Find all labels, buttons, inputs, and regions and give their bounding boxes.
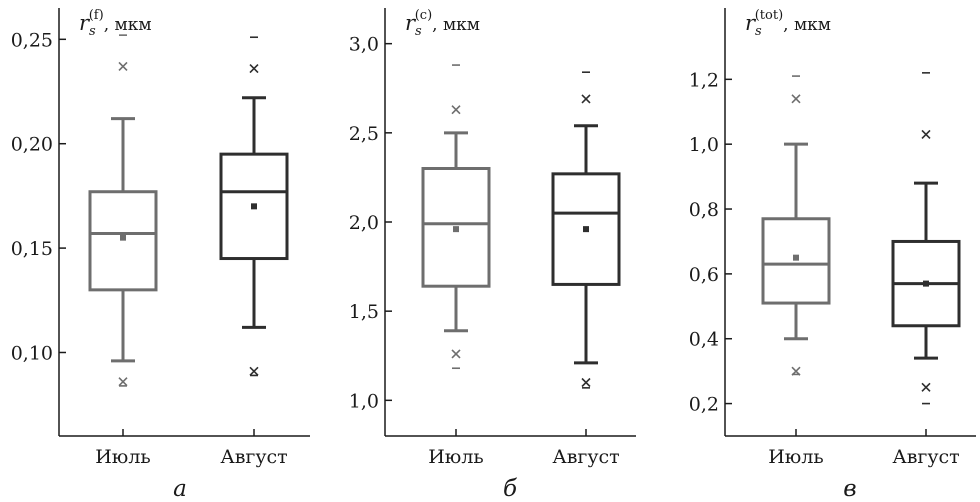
y-tick-label: 0,25 [11,29,53,51]
chart-panel-1: 0,10 0,15 0,20 0,25 Июль Август а rs(f), мкм [11,8,310,502]
y-tick-label: 1,2 [689,69,719,91]
panel-label: а [173,476,187,502]
box-mean-marker [120,234,126,241]
box-mean-marker [923,280,929,287]
x-tick-label: Июль [95,446,151,468]
panel-label: б [503,476,518,502]
x-tick-label: Июль [428,446,484,468]
outlier-marker [921,129,931,140]
box-iqr [761,217,831,305]
y-tick-label: 2,0 [349,212,379,234]
box-mean-marker [793,254,799,261]
chart-panel-2: 1,0 1,5 2,0 2,5 3,0 Июль Август б rs(c), мкм [349,8,636,502]
outlier-marker [118,377,128,387]
box-mean-marker [453,226,459,233]
y-tick-label: 1,5 [349,301,379,323]
outlier-marker [249,366,259,376]
x-tick-label: Август [220,446,287,468]
y-tick-label: 0,4 [689,329,719,351]
box-2 [219,36,289,377]
y-tick-label: 0,10 [11,342,53,364]
box-1 [421,64,491,370]
outlier-marker [249,63,259,74]
outlier-marker [118,61,128,72]
y-axis-label: rs(c), мкм [405,8,480,39]
box-iqr [551,172,621,286]
box-mean-marker [583,226,589,233]
outlier-marker [921,382,931,392]
box-iqr [88,190,158,292]
y-tick-label: 1,0 [349,390,379,412]
box-2 [551,71,621,389]
outlier-marker [581,94,591,104]
outlier-marker [791,94,801,104]
x-tick-label: Август [552,446,619,468]
box-iqr [219,152,289,261]
outlier-marker [451,105,461,115]
y-axis-label: rs(f), мкм [79,8,152,39]
y-tick-label: 2,5 [349,123,379,145]
y-tick-label: 0,20 [11,134,53,156]
y-axis-label: rs(tot), мкм [745,8,831,39]
outlier-marker [451,349,461,359]
y-tick-label: 0,6 [689,264,719,286]
panel-label: в [843,476,856,502]
y-tick-label: 0,15 [11,238,53,260]
x-tick-label: Июль [768,446,824,468]
y-tick-label: 1,0 [689,134,719,156]
chart-panel-3: 0,2 0,4 0,6 0,8 1,0 1,2 Июль Август в rs(tot), мк… [689,8,976,502]
box-mean-marker [251,203,257,210]
box-iqr [421,167,491,288]
box-2 [891,72,961,405]
box-1 [88,34,158,387]
y-tick-label: 0,8 [689,199,719,221]
x-tick-label: Август [892,446,959,468]
outlier-marker [581,377,591,388]
y-tick-label: 0,2 [689,394,719,416]
y-tick-label: 3,0 [349,34,379,56]
box-1 [761,75,831,376]
